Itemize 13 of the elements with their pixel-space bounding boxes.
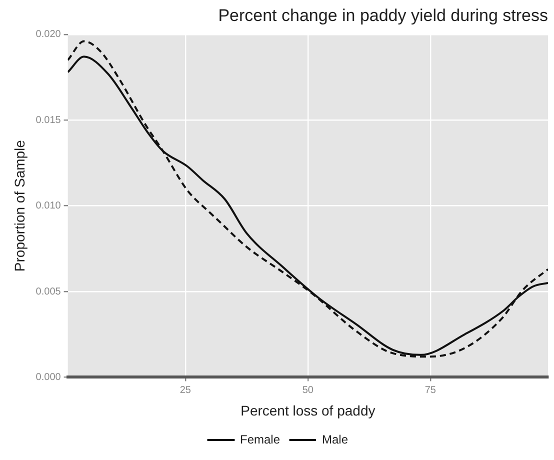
x-tick-label: 50	[302, 384, 314, 396]
chart-title: Percent change in paddy yield during stress	[218, 6, 548, 25]
y-tick-label: 0.000	[36, 372, 62, 383]
legend-label: Male	[322, 432, 348, 446]
y-tick-label: 0.020	[36, 29, 62, 40]
x-axis-title: Percent loss of paddy	[240, 402, 376, 418]
y-tick-label: 0.005	[36, 286, 62, 298]
y-tick-label: 0.015	[36, 114, 62, 126]
y-axis-title: Proportion of Sample	[11, 140, 28, 272]
x-tick-label: 25	[180, 384, 192, 396]
y-tick-label: 0.010	[36, 200, 62, 212]
legend-label: Female	[240, 432, 280, 446]
x-tick-label: 75	[424, 384, 436, 396]
